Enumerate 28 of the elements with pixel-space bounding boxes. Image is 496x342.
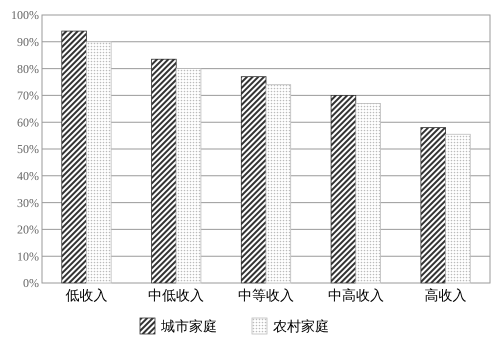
x-tick-label: 中低收入	[148, 288, 204, 304]
bar	[240, 76, 266, 284]
y-tick-label: 20%	[17, 222, 39, 237]
bar	[86, 41, 112, 284]
bar	[151, 58, 177, 284]
bar	[176, 68, 202, 284]
bar	[61, 30, 87, 284]
legend-label: 城市家庭	[160, 318, 217, 335]
y-tick-label: 90%	[17, 35, 39, 49]
y-tick-label: 30%	[17, 196, 39, 210]
y-tick-label: 80%	[17, 62, 39, 76]
x-tick-label: 中等收入	[238, 288, 294, 304]
legend-label: 农村家庭	[273, 318, 329, 335]
y-tick-label: 10%	[17, 249, 39, 264]
x-tick-label: 高收入	[424, 288, 467, 304]
x-tick-label: 中高收入	[328, 288, 384, 304]
y-tick-label: 0%	[23, 276, 39, 290]
bar	[445, 134, 471, 284]
y-tick-label: 100%	[11, 8, 39, 22]
x-tick-label: 低收入	[65, 288, 108, 304]
bar	[355, 103, 381, 284]
y-tick-label: 50%	[17, 142, 39, 156]
y-tick-label: 70%	[17, 88, 39, 103]
y-tick-label: 40%	[17, 169, 39, 183]
bar	[330, 95, 356, 284]
bar	[266, 84, 292, 284]
bar	[420, 127, 446, 284]
y-tick-label: 60%	[17, 115, 39, 130]
